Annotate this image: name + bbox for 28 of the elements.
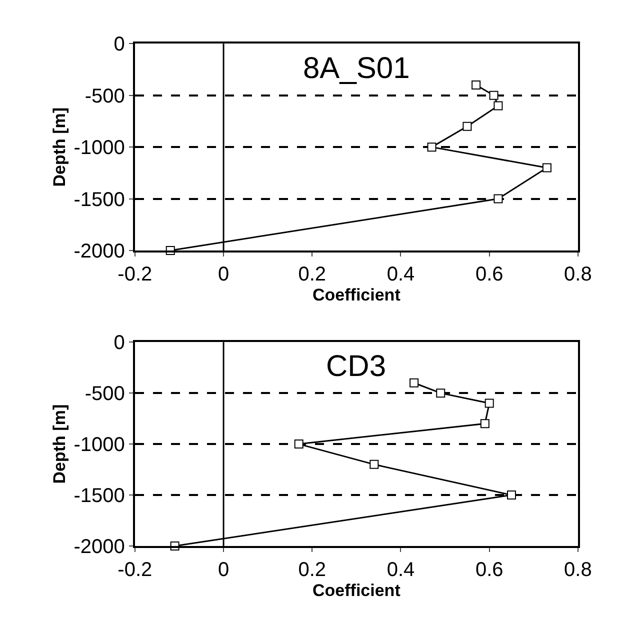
y-tick-label: -500: [84, 383, 125, 406]
x-tick-label: 0.6: [475, 263, 504, 286]
chart-title: 8A_S01: [303, 52, 410, 85]
x-tick-label: 0.2: [298, 263, 326, 286]
x-tick-label: 0.2: [298, 558, 326, 581]
x-tick-label: 0.6: [475, 558, 504, 581]
y-tick-label: 0: [114, 34, 125, 56]
y-tick-label: -1000: [74, 137, 125, 160]
chart-title: CD3: [326, 350, 386, 383]
x-tick-label: 0.8: [564, 263, 592, 286]
y-tick-label: -2000: [74, 240, 125, 262]
y-axis-title: Depth [m]: [50, 107, 69, 187]
x-axis-title: Coefficient: [312, 580, 401, 600]
x-tick-label: 0.8: [564, 558, 592, 581]
y-tick-label: -1500: [74, 188, 125, 211]
x-tick-label: 0: [218, 558, 230, 581]
x-tick-label: 0: [218, 263, 230, 286]
y-tick-label: 0: [114, 332, 125, 354]
x-tick-label: -0.2: [118, 263, 152, 286]
y-tick-label: -1500: [74, 485, 125, 508]
x-tick-label: -0.2: [118, 558, 152, 581]
x-tick-label: 0.4: [386, 263, 415, 286]
y-tick-label: -500: [84, 85, 125, 108]
x-axis-title: Coefficient: [312, 285, 401, 304]
x-tick-label: 0.4: [386, 558, 415, 581]
y-tick-label: -2000: [74, 536, 125, 558]
y-tick-label: -1000: [74, 434, 125, 456]
y-axis-title: Depth [m]: [50, 404, 69, 484]
